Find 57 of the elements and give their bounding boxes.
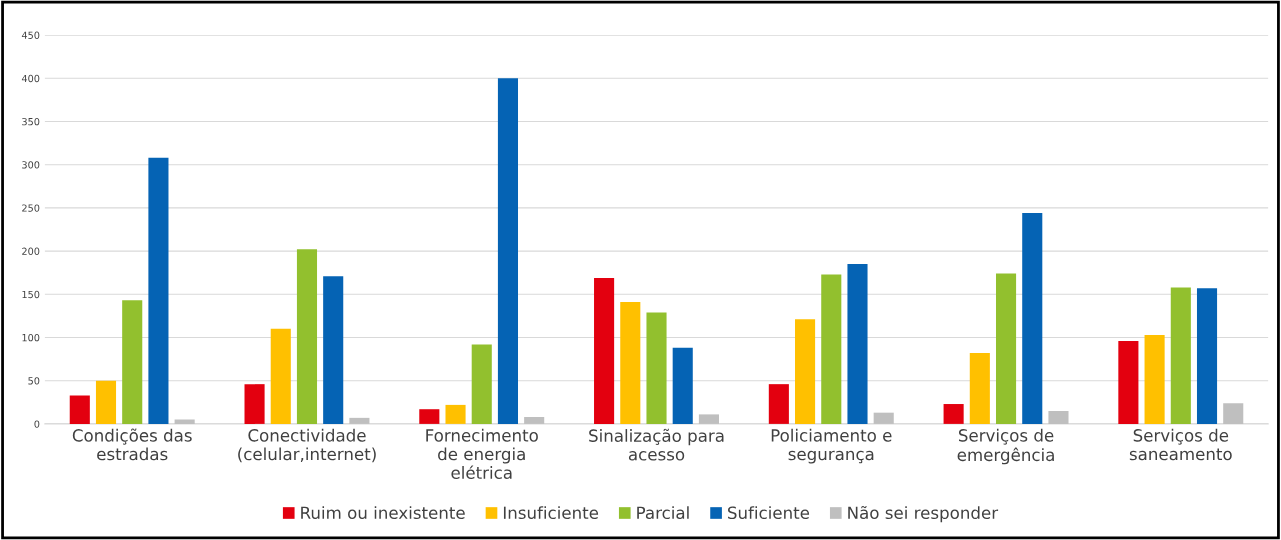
y-tick-label: 350: [22, 117, 40, 126]
y-tick-label: 150: [22, 290, 40, 299]
legend-label: Ruim ou inexistente: [301, 506, 465, 520]
bar: [646, 312, 667, 424]
y-tick-label: 450: [21, 31, 40, 39]
bar: [323, 276, 344, 424]
bar: [873, 412, 894, 424]
bar: [95, 380, 117, 424]
bar: [445, 404, 466, 424]
y-tick-label: 250: [22, 204, 40, 212]
bar: [620, 302, 641, 424]
y-tick-label: 200: [22, 247, 40, 255]
bar: [174, 419, 195, 424]
bar: [1223, 403, 1244, 424]
legend-label: Parcial: [637, 506, 689, 520]
bar: [419, 409, 440, 424]
bar: [672, 347, 693, 424]
bar: [847, 264, 868, 424]
bar: [1048, 410, 1069, 424]
y-tick-label: 50: [28, 377, 40, 385]
bar: [1118, 340, 1139, 424]
bar: [768, 384, 789, 424]
y-tick-label: 100: [22, 333, 40, 342]
bar: [349, 417, 370, 424]
bar: [821, 274, 842, 424]
bar: [698, 414, 719, 424]
bar: [497, 78, 519, 424]
y-tick-label: 300: [22, 161, 40, 169]
bar: [1196, 288, 1218, 424]
x-tick-label: Serviços de emergência: [957, 428, 1054, 465]
bar: [148, 157, 169, 424]
y-tick-label: 0: [34, 420, 40, 428]
bar: [270, 328, 291, 424]
bar: [69, 395, 90, 424]
bar: [943, 404, 964, 424]
legend-label: Suficiente: [728, 506, 810, 520]
bar: [122, 300, 143, 424]
bar: [795, 319, 816, 424]
bar: [594, 277, 615, 424]
bar: [1170, 287, 1191, 424]
bar: [524, 416, 545, 424]
x-tick-label: Policiamento e segurança: [771, 428, 892, 464]
legend-label: Insuficiente: [503, 506, 599, 520]
bar: [244, 384, 265, 424]
bar: [296, 249, 318, 424]
bar: [969, 353, 990, 424]
bar: [1022, 213, 1043, 424]
bar: [471, 344, 492, 424]
x-tick-label: Conectividade (celular,internet): [238, 428, 376, 463]
legend-label: Não sei responder: [848, 505, 999, 523]
bar: [995, 273, 1017, 424]
x-tick-label: Serviços de saneamento: [1129, 428, 1232, 461]
bar: [1144, 334, 1165, 424]
y-tick-label: 400: [21, 74, 40, 83]
x-tick-label: Sinalização para acesso: [589, 428, 724, 461]
x-tick-label: Condições das estradas: [72, 428, 192, 461]
x-tick-label: Fornecimento de energia elétrica: [426, 428, 538, 479]
